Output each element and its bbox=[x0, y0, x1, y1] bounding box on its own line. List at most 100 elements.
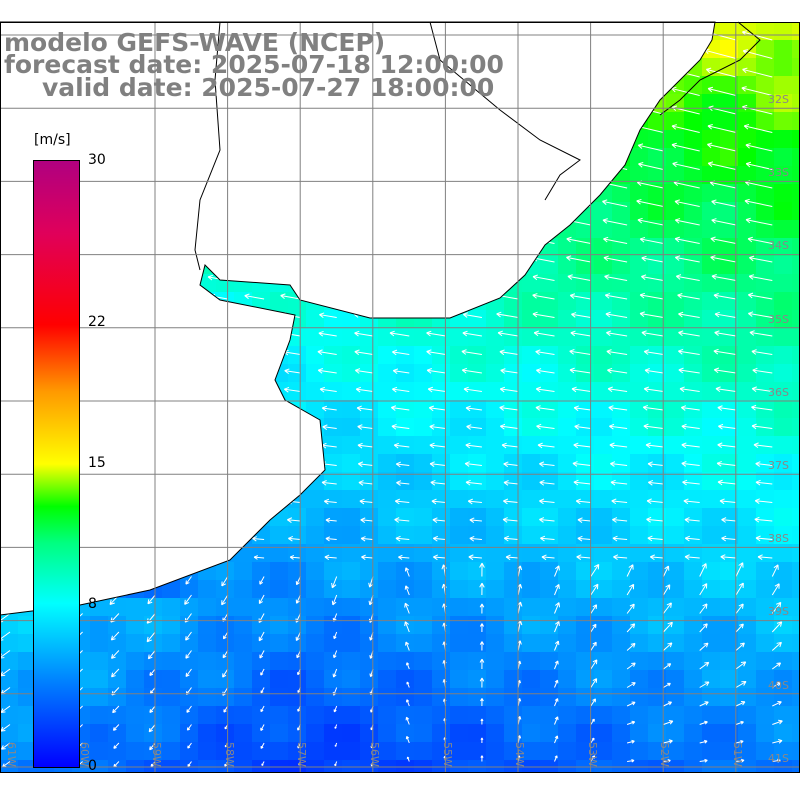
speed-cell bbox=[792, 94, 800, 113]
speed-cell bbox=[738, 544, 757, 563]
speed-cell bbox=[666, 616, 685, 635]
speed-cell bbox=[792, 544, 800, 563]
speed-cell bbox=[594, 220, 613, 239]
longitude-label: 58W bbox=[222, 742, 236, 767]
speed-cell bbox=[18, 688, 37, 707]
speed-cell bbox=[396, 544, 415, 563]
wind-arrow bbox=[663, 759, 671, 763]
wind-arrow bbox=[111, 650, 120, 659]
speed-cell bbox=[666, 544, 685, 563]
speed-cell bbox=[0, 652, 19, 671]
speed-cell bbox=[522, 688, 541, 707]
speed-cell bbox=[486, 688, 505, 707]
wind-arrow bbox=[405, 641, 410, 651]
speed-cell bbox=[576, 634, 595, 653]
wind-arrow bbox=[626, 701, 636, 707]
speed-cell bbox=[288, 616, 307, 635]
speed-cell bbox=[450, 454, 469, 473]
speed-cell bbox=[666, 202, 685, 221]
speed-cell bbox=[792, 292, 800, 311]
speed-cell bbox=[666, 724, 685, 743]
speed-cell bbox=[414, 418, 433, 437]
wind-arrow bbox=[222, 631, 229, 640]
speed-cell bbox=[540, 562, 559, 581]
wind-arrow bbox=[609, 423, 628, 430]
speed-cell bbox=[0, 688, 19, 707]
wind-arrow bbox=[323, 498, 337, 505]
speed-cell bbox=[684, 490, 703, 509]
speed-cell bbox=[414, 454, 433, 473]
wind-arrow bbox=[663, 663, 672, 670]
speed-cell bbox=[594, 400, 613, 419]
speed-cell bbox=[180, 634, 199, 653]
speed-cell bbox=[396, 508, 415, 527]
wind-arrow bbox=[222, 650, 229, 659]
wind-arrow bbox=[465, 442, 482, 449]
wind-arrow bbox=[626, 720, 636, 725]
wind-arrow bbox=[463, 386, 482, 393]
speed-cell bbox=[792, 706, 800, 725]
speed-cell bbox=[450, 436, 469, 455]
wind-arrow bbox=[707, 124, 737, 133]
speed-cell bbox=[540, 472, 559, 491]
speed-cell bbox=[360, 346, 379, 365]
wind-arrow bbox=[260, 705, 265, 713]
speed-cell bbox=[792, 742, 800, 761]
speed-cell bbox=[144, 652, 163, 671]
speed-cell bbox=[432, 328, 451, 347]
speed-cell bbox=[612, 238, 631, 257]
speed-cell bbox=[774, 130, 793, 149]
speed-cell bbox=[306, 724, 325, 743]
wind-arrow bbox=[479, 582, 485, 596]
speed-cell bbox=[522, 724, 541, 743]
speed-cell bbox=[522, 364, 541, 383]
speed-cell bbox=[576, 256, 595, 275]
wind-arrow bbox=[404, 621, 410, 633]
wind-arrow bbox=[354, 368, 374, 374]
speed-cell bbox=[774, 652, 793, 671]
speed-cell bbox=[450, 742, 469, 761]
speed-cell bbox=[774, 238, 793, 257]
wind-arrow bbox=[639, 292, 664, 300]
speed-cell bbox=[504, 526, 523, 545]
speed-cell bbox=[468, 454, 487, 473]
wind-arrow bbox=[317, 368, 337, 374]
speed-cell bbox=[558, 580, 577, 599]
speed-cell bbox=[738, 346, 757, 365]
wind-arrow bbox=[393, 442, 410, 449]
speed-cell bbox=[360, 454, 379, 473]
speed-cell bbox=[666, 472, 685, 491]
speed-cell bbox=[342, 616, 361, 635]
wind-arrow bbox=[719, 498, 737, 505]
speed-cell bbox=[630, 184, 649, 203]
speed-cell bbox=[558, 616, 577, 635]
speed-cell bbox=[648, 256, 667, 275]
speed-cell bbox=[684, 706, 703, 725]
speed-cell bbox=[666, 634, 685, 653]
speed-cell bbox=[612, 742, 631, 761]
speed-cell bbox=[396, 652, 415, 671]
wind-arrow bbox=[334, 742, 338, 747]
speed-cell bbox=[666, 742, 685, 761]
wind-arrow bbox=[325, 517, 337, 523]
speed-cell bbox=[306, 742, 325, 761]
speed-cell bbox=[702, 490, 721, 509]
speed-cell bbox=[324, 454, 343, 473]
speed-cell bbox=[144, 760, 163, 773]
speed-cell bbox=[612, 634, 631, 653]
wind-arrow bbox=[461, 349, 482, 355]
speed-cell bbox=[252, 292, 271, 311]
speed-cell bbox=[126, 688, 145, 707]
speed-cell bbox=[234, 706, 253, 725]
speed-cell bbox=[360, 328, 379, 347]
wind-arrow bbox=[500, 368, 519, 374]
speed-cell bbox=[504, 544, 523, 563]
wind-arrow bbox=[735, 720, 744, 725]
wind-arrow bbox=[590, 678, 598, 688]
wind-arrow bbox=[258, 631, 265, 642]
speed-cell bbox=[504, 364, 523, 383]
speed-cell bbox=[522, 490, 541, 509]
speed-cell bbox=[720, 652, 739, 671]
speed-cell bbox=[378, 706, 397, 725]
wind-arrow bbox=[394, 498, 410, 505]
